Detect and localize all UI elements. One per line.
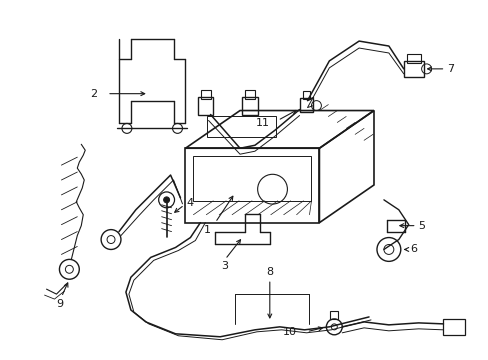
- Text: 7: 7: [447, 64, 454, 74]
- Bar: [299, 98, 313, 112]
- Bar: [403, 61, 423, 77]
- Text: 9: 9: [56, 299, 63, 309]
- Text: 1: 1: [203, 225, 210, 235]
- Bar: [206, 116, 276, 137]
- Text: 11: 11: [255, 118, 269, 129]
- Text: 10: 10: [282, 327, 296, 337]
- Bar: [443, 319, 464, 335]
- Text: 2: 2: [90, 89, 97, 99]
- Bar: [245, 90, 255, 99]
- Text: 6: 6: [410, 244, 417, 255]
- Circle shape: [163, 197, 169, 203]
- Bar: [185, 148, 319, 223]
- Bar: [200, 90, 210, 99]
- Bar: [242, 96, 258, 114]
- Bar: [193, 156, 311, 201]
- Bar: [330, 311, 338, 319]
- Bar: [197, 96, 213, 114]
- Text: 4: 4: [186, 198, 193, 208]
- Text: 3: 3: [221, 261, 228, 271]
- Bar: [406, 54, 420, 63]
- Bar: [302, 91, 310, 99]
- Text: 8: 8: [265, 267, 273, 277]
- Text: 5: 5: [418, 221, 425, 231]
